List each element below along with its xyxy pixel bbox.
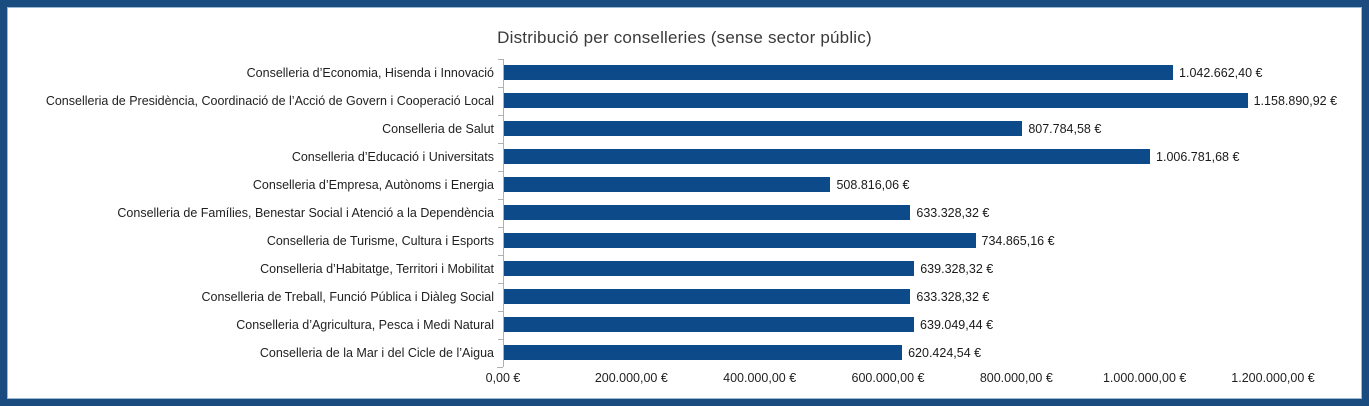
chart-row: Conselleria de Presidència, Coordinació … <box>7 86 1362 115</box>
value-label: 1.158.890,92 € <box>1253 94 1338 108</box>
chart-row: Conselleria de Turisme, Cultura i Esport… <box>7 226 1362 255</box>
bar <box>504 261 915 276</box>
bar-track: 639.328,32 € <box>498 254 1362 283</box>
x-axis-tick-label: 600.000,00 € <box>851 371 925 385</box>
value-label: 633.328,32 € <box>916 206 990 220</box>
chart-row: Conselleria d’Empresa, Autònoms i Energi… <box>7 170 1362 199</box>
chart-row: Conselleria d’Agricultura, Pesca i Medi … <box>7 310 1362 339</box>
category-label: Conselleria de Famílies, Benestar Social… <box>117 206 494 220</box>
axis-end-tick <box>497 367 503 368</box>
bar-track: 1.042.662,40 € <box>498 58 1362 87</box>
category-label: Conselleria d’Agricultura, Pesca i Medi … <box>236 318 494 332</box>
x-axis-tick-label: 800.000,00 € <box>979 371 1053 385</box>
value-label: 639.328,32 € <box>920 262 994 276</box>
chart-row: Conselleria d’Habitatge, Territori i Mob… <box>7 254 1362 283</box>
category-label: Conselleria d’Habitatge, Territori i Mob… <box>260 262 494 276</box>
x-axis-tick-label: 0,00 € <box>485 371 521 385</box>
bar <box>504 289 911 304</box>
bar <box>504 93 1248 108</box>
bar-track: 633.328,32 € <box>498 198 1362 227</box>
x-axis-tick-label: 1.200.000,00 € <box>1231 371 1315 385</box>
bar <box>504 345 903 360</box>
category-label: Conselleria d’Empresa, Autònoms i Energi… <box>252 178 494 192</box>
chart-row: Conselleria de Famílies, Benestar Social… <box>7 198 1362 227</box>
bar-track: 1.158.890,92 € <box>498 86 1362 115</box>
bar <box>504 233 976 248</box>
value-label: 633.328,32 € <box>916 290 990 304</box>
x-axis-tick-label: 1.000.000,00 € <box>1102 371 1187 385</box>
chart-row: Conselleria de Salut 807.784,58 € <box>7 114 1362 143</box>
x-axis: 0,00 € 200.000,00 € 400.000,00 € 600.000,00… <box>486 371 1362 387</box>
bar-track: 633.328,32 € <box>498 282 1362 311</box>
value-label: 508.816,06 € <box>836 178 910 192</box>
chart-title: Distribució per conselleries (sense sect… <box>497 28 872 47</box>
bar-track: 807.784,58 € <box>498 114 1362 143</box>
value-label: 639.049,44 € <box>920 318 994 332</box>
bar-chart-plot-area: Conselleria d’Economia, Hisenda i Innova… <box>7 58 1362 367</box>
category-label: Conselleria d’Economia, Hisenda i Innova… <box>246 66 494 80</box>
x-axis-tick-label: 400.000,00 € <box>723 371 797 385</box>
value-label: 620.424,54 € <box>908 346 982 360</box>
chart-row: Conselleria de Treball, Funció Pública i… <box>7 282 1362 311</box>
bar <box>504 205 911 220</box>
category-label: Conselleria de Treball, Funció Pública i… <box>201 290 494 304</box>
x-axis-tick-label: 200.000,00 € <box>594 371 668 385</box>
bar <box>504 121 1023 136</box>
bar <box>504 65 1174 80</box>
bar-track: 1.006.781,68 € <box>498 142 1362 171</box>
category-label: Conselleria de Presidència, Coordinació … <box>45 94 494 108</box>
bar-track: 620.424,54 € <box>498 338 1362 367</box>
chart-row: Conselleria d’Educació i Universitats 1.0… <box>7 142 1362 171</box>
value-label: 807.784,58 € <box>1028 122 1102 136</box>
chart-row: Conselleria d’Economia, Hisenda i Innova… <box>7 58 1362 87</box>
value-label: 734.865,16 € <box>981 234 1055 248</box>
chart-row: Conselleria de la Mar i del Cicle de l’A… <box>7 338 1362 367</box>
bar <box>504 149 1151 164</box>
category-label: Conselleria d’Educació i Universitats <box>291 150 494 164</box>
bar-track: 508.816,06 € <box>498 170 1362 199</box>
bar-track: 639.049,44 € <box>498 310 1362 339</box>
category-label: Conselleria de Turisme, Cultura i Esport… <box>266 234 494 248</box>
category-label: Conselleria de la Mar i del Cicle de l’A… <box>259 346 494 360</box>
value-label: 1.042.662,40 € <box>1179 66 1263 80</box>
bar <box>504 177 831 192</box>
bar <box>504 317 915 332</box>
bar-track: 734.865,16 € <box>498 226 1362 255</box>
value-label: 1.006.781,68 € <box>1156 150 1240 164</box>
category-label: Conselleria de Salut <box>382 122 494 136</box>
